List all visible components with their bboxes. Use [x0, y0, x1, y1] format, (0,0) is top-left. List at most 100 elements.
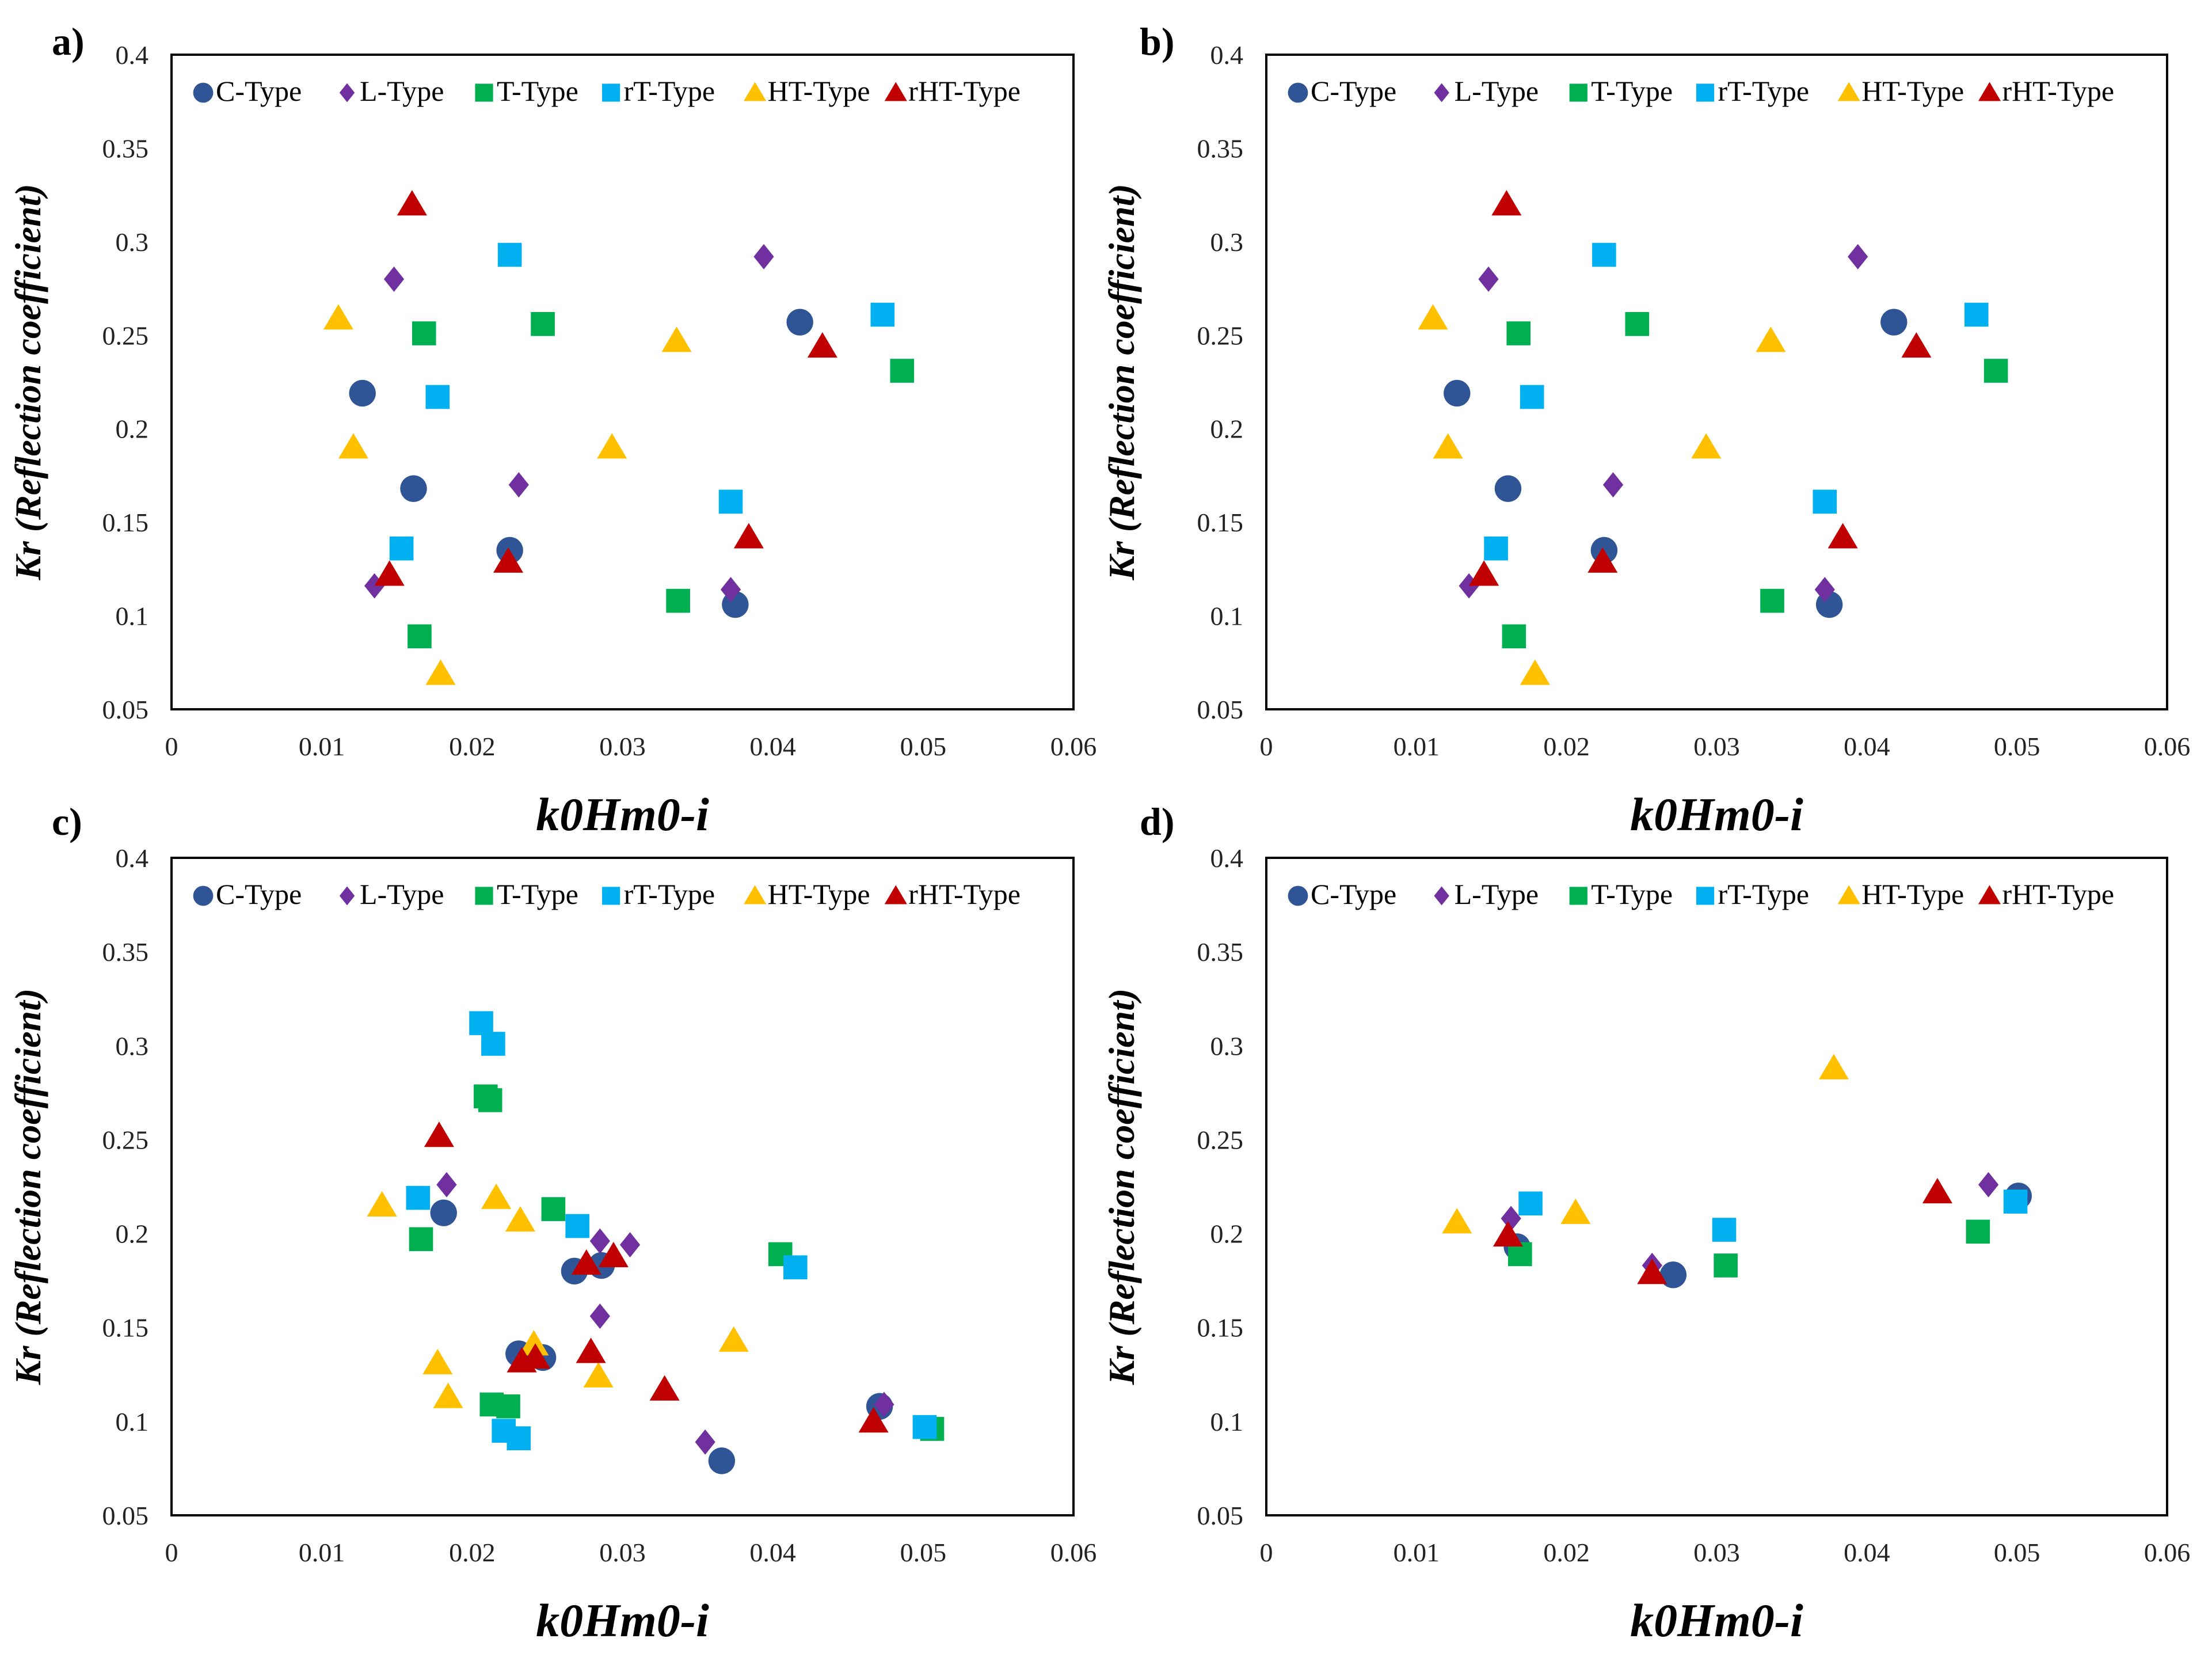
legend-marker-rt-type	[602, 887, 620, 905]
legend-marker-l-type	[339, 886, 355, 906]
legend-label-c-type: C-Type	[1311, 878, 1396, 910]
point-t-type	[1714, 1253, 1738, 1278]
x-tick-label: 0.05	[900, 1538, 947, 1567]
x-tick-label: 0.02	[1543, 1538, 1590, 1567]
x-axis-label: k0Hm0-i	[1630, 788, 1803, 841]
point-t-type	[478, 1088, 502, 1112]
point-rt-type	[425, 385, 450, 409]
panel-a: a) 0.05 0.1 0.15 0.2 0.25 0.3 0.35 0.4 0 0.01 0.02 0…	[7, 20, 1097, 841]
point-rht-type	[576, 1337, 606, 1363]
point-c-type	[708, 1447, 736, 1474]
point-t-type	[1983, 359, 2008, 383]
series-rt-type	[389, 242, 895, 561]
y-tick-label: 0.05	[1197, 1501, 1244, 1530]
point-ht-type	[481, 1183, 512, 1209]
point-rht-type	[1587, 547, 1618, 573]
point-l-type	[508, 472, 529, 498]
y-axis-label: Kr (Reflection coefficient)	[1101, 989, 1142, 1385]
legend-label-l-type: L-Type	[360, 878, 444, 910]
legend-marker-rht-type	[1978, 82, 2001, 101]
y-tick-label: 0.2	[1210, 415, 1244, 444]
point-rt-type	[507, 1426, 531, 1451]
y-axis-label: Kr (Reflection coefficient)	[7, 184, 48, 580]
point-l-type	[720, 577, 741, 603]
point-l-type	[383, 266, 405, 292]
x-tick-label: 0.03	[599, 732, 646, 761]
point-rt-type	[469, 1011, 493, 1035]
point-l-type	[753, 244, 774, 269]
y-axis-label: Kr (Reflection coefficient)	[1101, 184, 1142, 580]
y-tick-label: 0.35	[1197, 937, 1244, 967]
legend-marker-ht-type	[1837, 82, 1860, 101]
legend-label-rht-type: rHT-Type	[2002, 75, 2115, 107]
point-ht-type	[323, 304, 353, 330]
point-rt-type	[912, 1415, 937, 1439]
legend: C-Type L-Type T-Type rT-Type HT-Type rHT-Type	[193, 878, 1021, 910]
y-tick-label: 0.15	[102, 508, 149, 537]
y-tick-label: 0.15	[102, 1313, 149, 1343]
point-l-type	[589, 1303, 610, 1329]
legend-marker-c-type	[1288, 885, 1308, 906]
x-tick-label: 0.05	[1994, 1538, 2040, 1567]
point-ht-type	[422, 1348, 453, 1375]
x-tick-label: 0.02	[449, 732, 496, 761]
series-c-type	[349, 309, 813, 618]
x-tick-label: 0.06	[2144, 1538, 2191, 1567]
series-rht-type	[424, 1122, 889, 1433]
point-rt-type	[718, 489, 743, 514]
point-rht-type	[858, 1407, 889, 1433]
point-rt-type	[1592, 242, 1616, 267]
point-t-type	[1625, 311, 1650, 336]
point-rt-type	[1520, 385, 1544, 409]
series-ht-type	[1442, 1054, 1849, 1234]
legend-marker-t-type	[1569, 887, 1587, 905]
legend-label-t-type: T-Type	[497, 878, 578, 910]
legend-label-rt-type: rT-Type	[1718, 878, 1810, 910]
point-rht-type	[1493, 1221, 1523, 1247]
x-tick-label: 0.05	[900, 732, 947, 761]
legend-label-ht-type: HT-Type	[1861, 878, 1964, 910]
panel-label: b)	[1140, 20, 1174, 63]
x-tick-label: 0.06	[2144, 732, 2191, 761]
point-rt-type	[1518, 1191, 1543, 1216]
x-tick-label: 0.04	[1844, 1538, 1890, 1567]
point-c-type	[430, 1199, 457, 1226]
series-t-type	[408, 311, 915, 649]
legend: C-Type L-Type T-Type rT-Type HT-Type rHT-Type	[193, 75, 1021, 107]
panel-label: c)	[52, 800, 82, 843]
point-rt-type	[1712, 1218, 1737, 1242]
point-t-type	[666, 588, 690, 613]
series-c-type	[1503, 1183, 2032, 1288]
point-t-type	[1502, 624, 1526, 649]
point-rht-type	[733, 523, 764, 549]
point-c-type	[400, 475, 427, 502]
y-tick-label: 0.25	[1197, 321, 1244, 350]
series-c-type	[1444, 309, 1908, 618]
series-ht-type	[323, 304, 692, 685]
point-ht-type	[1433, 433, 1463, 459]
y-tick-label: 0.15	[1197, 1313, 1244, 1343]
x-tick-label: 0.06	[1050, 732, 1097, 761]
legend: C-Type L-Type T-Type rT-Type HT-Type rHT-Type	[1288, 878, 2114, 910]
point-ht-type	[433, 1382, 463, 1408]
panel-d: d) 0.05 0.1 0.15 0.2 0.25 0.3 0.35 0.4 0 0.01 0.02 0…	[1101, 800, 2190, 1647]
legend-marker-rht-type	[884, 82, 907, 101]
point-rht-type	[649, 1375, 680, 1401]
legend-label-t-type: T-Type	[497, 75, 578, 107]
legend-label-t-type: T-Type	[1591, 75, 1673, 107]
plot-frame	[170, 857, 1075, 1516]
series-rt-type	[1518, 1189, 2028, 1242]
legend-label-c-type: C-Type	[216, 878, 302, 910]
y-tick-label: 0.1	[1210, 1407, 1244, 1436]
y-tick-label: 0.35	[1197, 134, 1244, 163]
x-tick-label: 0.02	[1543, 732, 1590, 761]
point-rt-type	[1484, 536, 1508, 561]
series-rt-type	[406, 1011, 937, 1451]
point-rht-type	[598, 1241, 629, 1268]
point-rht-type	[1901, 332, 1932, 358]
y-tick-label: 0.25	[102, 321, 149, 350]
legend-label-ht-type: HT-Type	[768, 878, 870, 910]
point-l-type	[1848, 244, 1868, 269]
y-tick-label: 0.3	[116, 1031, 149, 1060]
